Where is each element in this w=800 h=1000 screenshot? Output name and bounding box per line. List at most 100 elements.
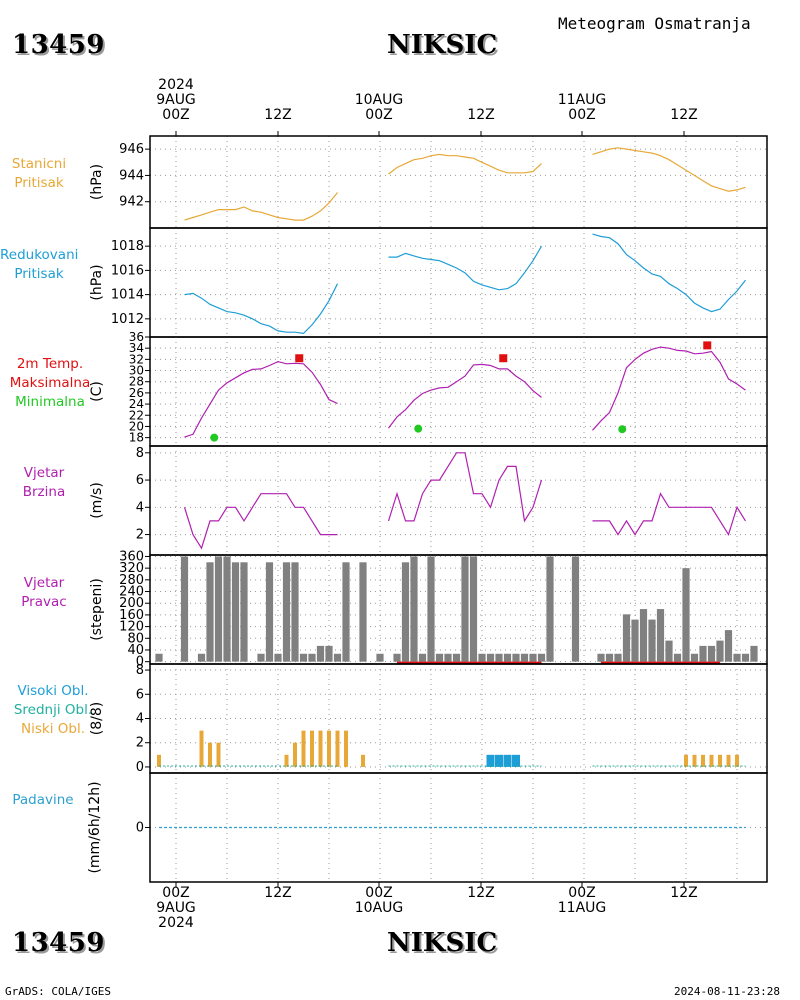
wind-direction-bar [393, 653, 401, 662]
low-cloud-bar [310, 730, 314, 767]
panel-label-line: Visoki Obl. [17, 683, 89, 699]
bottom-time-label-5-line: 12Z [670, 885, 698, 901]
station-name-top: NIKSIC [387, 30, 498, 60]
low-cloud-bar [199, 730, 204, 767]
mid-cloud-bar [495, 754, 503, 767]
panel-label-clouds: Visoki Obl. Srednji Obl. Niski Obl. [0, 682, 106, 739]
panel-label-line: Padavine [12, 792, 74, 808]
panel-3: 2 4 6 8 (m/s) [89, 445, 768, 556]
wind-direction-bar [741, 653, 750, 662]
wind-direction-bar [495, 653, 503, 662]
low-cloud-bar [684, 754, 688, 767]
bottom-time-label-0: 00Z 9AUG 2024 [146, 886, 206, 931]
series-line-2 [592, 147, 746, 192]
panel-frame [149, 135, 768, 229]
panel-frame [149, 227, 768, 338]
top-time-label-4-line: 00Z [568, 107, 596, 123]
wind-direction-bar [180, 556, 189, 662]
min-temp-point [414, 424, 423, 433]
panel-1: 1012 1014 1016 1018 (hPa) [89, 227, 768, 338]
wind-direction-bar [639, 609, 648, 662]
panel-label-line: Pritisak [14, 175, 64, 191]
y-tick-label: 8 [136, 446, 144, 461]
y-tick-label: 6 [136, 687, 144, 702]
wind-direction-bar [529, 653, 537, 662]
y-tick-label: 34 [129, 341, 144, 355]
series-line-0 [184, 192, 338, 221]
low-cloud-bar [157, 754, 161, 767]
wind-direction-bar [486, 653, 495, 662]
wind-direction-bar [376, 653, 384, 662]
wind-direction-bar [648, 619, 656, 662]
top-time-label-0-line: 2024 [158, 77, 194, 93]
panel-label-line: Srednji Obl. [13, 702, 93, 718]
panel-5: 0 2 4 6 8 (8/8) [89, 663, 768, 775]
top-time-label-3: 12Z [451, 108, 511, 123]
low-cloud-bar [293, 742, 297, 767]
series-line-0 [183, 493, 338, 550]
low-cloud-bar [701, 754, 705, 767]
y-tick-label: 946 [119, 142, 144, 157]
y-tick-label: 8 [136, 663, 144, 678]
wind-direction-bar [223, 556, 231, 662]
top-time-label-2: 10AUG 00Z [349, 93, 409, 123]
bottom-time-label-3-line: 12Z [467, 885, 495, 901]
panel-6: 0 (mm/6h/12h) [87, 772, 768, 883]
bottom-time-label-0-line: 9AUG [156, 900, 196, 916]
top-time-label-5-line: 12Z [670, 107, 698, 123]
y-tick-label: 4 [136, 712, 144, 727]
series-line-2 [592, 233, 746, 313]
bottom-time-label-0-line: 2024 [158, 915, 194, 931]
y-tick-label: 280 [119, 573, 144, 588]
series-line-1 [388, 153, 542, 175]
top-time-label-4: 11AUG 00Z [552, 93, 612, 123]
min-temp-point [210, 433, 219, 442]
low-cloud-bar [735, 754, 739, 767]
bottom-time-label-1: 12Z [248, 886, 308, 901]
wind-direction-bar [316, 645, 325, 662]
y-tick-label: 240 [119, 585, 144, 600]
wind-direction-bar [240, 562, 248, 662]
panel-label-line: Brzina [22, 484, 66, 500]
wind-direction-bar [512, 653, 520, 662]
y-tick-label: 40 [127, 643, 144, 658]
panel-label-line: Vjetar [23, 575, 65, 591]
wind-direction-bar [257, 653, 265, 662]
y-axis-label: (stepeni) [89, 578, 105, 641]
y-tick-label: 22 [129, 408, 144, 422]
bottom-time-label-4: 00Z 11AUG [552, 886, 612, 916]
low-cloud-bar [327, 730, 331, 767]
panel-frame [149, 336, 768, 447]
y-tick-label: 360 [119, 549, 144, 564]
y-tick-label: 28 [129, 375, 144, 389]
wind-direction-bar [435, 653, 444, 662]
wind-direction-bar [291, 562, 299, 662]
y-tick-label: 120 [119, 620, 144, 635]
y-tick-label: 4 [136, 500, 144, 515]
low-cloud-bar [709, 754, 714, 767]
y-axis-label: (hPa) [89, 264, 105, 300]
station-id-bottom: 13459 [12, 928, 105, 958]
wind-direction-bar [503, 653, 512, 662]
bottom-time-label-5: 12Z [654, 886, 714, 901]
y-axis-label: (m/s) [89, 482, 105, 519]
y-tick-label: 0 [136, 760, 144, 775]
y-tick-label: 6 [136, 473, 144, 488]
min-temp-point [618, 425, 627, 434]
low-cloud-bar [301, 730, 306, 767]
wind-direction-bar [342, 562, 350, 662]
wind-direction-bar [427, 556, 435, 662]
panel-0: 942 944 946 (hPa) [89, 135, 768, 229]
y-tick-label: 20 [129, 419, 144, 433]
footer-source: GrADS: COLA/IGES [5, 985, 111, 998]
series-line-2 [592, 492, 747, 537]
bottom-time-label-2-line: 00Z [365, 885, 393, 901]
panel-frame [149, 445, 768, 556]
top-time-label-0-line: 00Z [162, 107, 190, 123]
top-time-label-1: 12Z [248, 108, 308, 123]
wind-direction-bar [605, 653, 614, 662]
bottom-time-label-3: 12Z [451, 886, 511, 901]
mid-cloud-bar [512, 754, 520, 767]
wind-direction-bar [206, 562, 214, 662]
